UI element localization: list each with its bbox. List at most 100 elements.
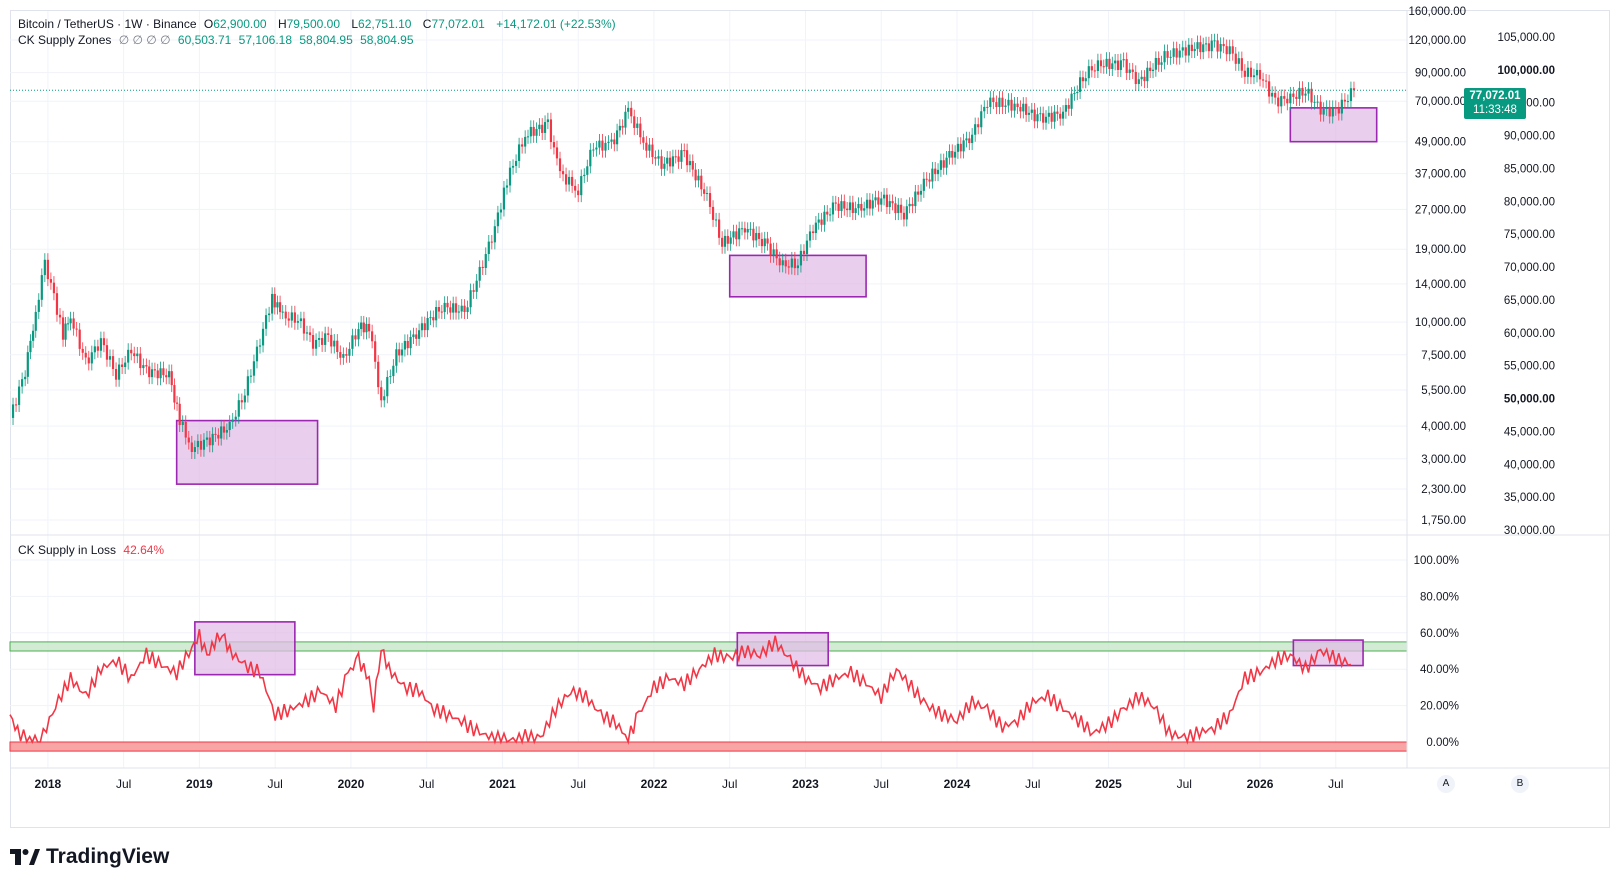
candle-body [273, 293, 276, 308]
candle-body [666, 157, 669, 164]
candle-body [721, 237, 724, 247]
candle-body [1240, 58, 1243, 71]
candle-body [178, 403, 181, 425]
candle-body [781, 260, 784, 266]
candle-body [891, 201, 894, 204]
auto-scale-button[interactable]: A [1437, 775, 1455, 793]
candle-body [417, 330, 421, 339]
candle-body [564, 174, 568, 185]
tradingview-logo[interactable]: TradingView [10, 845, 169, 869]
candle-body [1111, 63, 1114, 69]
candle-body [1016, 103, 1019, 108]
candle-body [989, 97, 992, 107]
candle-body [854, 208, 857, 214]
candle-body [601, 140, 604, 151]
candle-body [1219, 44, 1222, 52]
scale-mode-button[interactable]: B [1511, 775, 1529, 793]
candle-body [11, 404, 15, 418]
candle-body [1196, 42, 1199, 49]
candle-body [837, 203, 840, 211]
candle-body [1059, 113, 1062, 119]
candle-body [1096, 60, 1100, 71]
candle-body [1053, 111, 1056, 122]
candle-body [561, 171, 565, 175]
candle-body [1099, 60, 1103, 67]
candle-body [52, 282, 56, 294]
candle-body [586, 166, 589, 175]
candle-body [911, 203, 914, 207]
candle-body [1181, 47, 1184, 51]
left-price-tick: 7,500.00 [1421, 350, 1466, 362]
right-price-tick: 70,000.00 [1504, 262, 1555, 274]
candle-body [568, 176, 571, 185]
candle-body [1213, 40, 1216, 42]
high-label: H [277, 17, 287, 31]
candle-body [1231, 46, 1234, 54]
candle-body [951, 150, 954, 158]
loss-tick-label: 0.00% [1426, 737, 1459, 749]
candle-body [922, 178, 925, 191]
candle-body [746, 228, 749, 233]
candle-body [360, 322, 363, 330]
open-label: O [203, 17, 214, 31]
candle-body [1030, 109, 1033, 113]
candle-body [395, 349, 398, 366]
candle-body [766, 238, 769, 244]
candle-body [1249, 67, 1253, 78]
candle-body [823, 211, 826, 225]
candle-body [357, 329, 360, 340]
candle-body [1325, 106, 1328, 109]
candle-body [897, 204, 900, 214]
candle-body [437, 307, 441, 312]
candle-body [521, 144, 524, 147]
loss-zone-box [194, 621, 296, 676]
candle-body [939, 160, 942, 170]
candle-body [1073, 93, 1076, 95]
left-price-tick: 3,000.00 [1421, 454, 1466, 466]
left-price-tick: 5,500.00 [1421, 385, 1466, 397]
right-price-tick: 100,000.00 [1497, 65, 1555, 77]
candle-body [499, 209, 503, 213]
candle-body [502, 187, 506, 210]
candle-body [1128, 69, 1131, 74]
candle-body [412, 334, 415, 337]
candle-body [1295, 96, 1298, 99]
candle-body [508, 167, 512, 186]
candle-body [1319, 101, 1322, 115]
candle-body [339, 352, 342, 358]
candle-body [1149, 67, 1152, 72]
chart-frame[interactable] [10, 10, 1610, 828]
candle-body [546, 119, 549, 123]
right-price-tick: 50,000.00 [1504, 394, 1555, 406]
change-value: +14,172.01 (+22.53%) [496, 17, 616, 31]
candle-body [21, 379, 24, 387]
candle-body [1204, 43, 1208, 45]
candle-body [1093, 70, 1096, 72]
candle-body [877, 197, 880, 205]
candle-body [1316, 101, 1319, 103]
candle-body [267, 313, 271, 316]
candle-body [1337, 108, 1340, 114]
candle-body [133, 353, 136, 357]
candle-body [55, 293, 59, 315]
candle-body [857, 203, 860, 209]
logo-text: TradingView [46, 845, 170, 868]
candle-body [196, 440, 199, 448]
candle-body [130, 349, 133, 354]
candle-body [802, 250, 806, 255]
candle-body [1277, 97, 1280, 107]
candle-body [1137, 79, 1140, 85]
candle-body [96, 346, 99, 351]
candle-body [900, 204, 903, 213]
candle-body [894, 203, 897, 214]
candle-body [415, 334, 418, 339]
candle-body [457, 311, 460, 313]
candle-body [925, 178, 928, 180]
candle-body [919, 190, 923, 195]
candle-body [769, 243, 772, 256]
last-price: 77,072.01 [1469, 90, 1521, 102]
right-price-tick: 40,000.00 [1504, 459, 1555, 471]
zones-legend: CK Supply Zones ∅ ∅ ∅ ∅ 60,503.71 57,106… [18, 33, 418, 47]
candle-body [284, 311, 287, 319]
